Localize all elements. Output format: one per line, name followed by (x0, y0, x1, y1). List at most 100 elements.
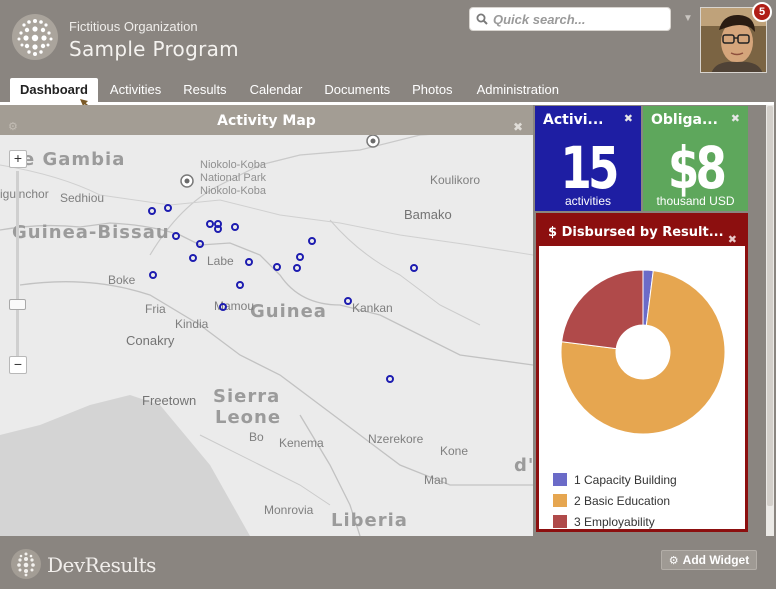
legend-item[interactable]: 1 Capacity Building (553, 469, 677, 490)
kpi-value: 15 (560, 134, 619, 202)
activity-marker[interactable] (386, 375, 394, 383)
donut-slice-3[interactable] (561, 269, 644, 350)
map-label-leone: Leone (215, 407, 282, 428)
map-label-man: Man (424, 473, 448, 487)
map-label-guinea-bissau: Guinea-Bissau (12, 222, 170, 243)
donut-slice-2[interactable] (560, 270, 726, 435)
legend-item[interactable]: 2 Basic Education (553, 490, 677, 511)
program-name[interactable]: Sample Program (69, 37, 239, 61)
zoom-slider-handle[interactable] (9, 299, 26, 310)
activity-marker[interactable] (196, 240, 204, 248)
tab-calendar[interactable]: Calendar (249, 82, 303, 97)
legend-item[interactable]: 3 Employability (553, 511, 677, 532)
donut-chart[interactable] (539, 252, 745, 472)
map-label-koulikoro: Koulikoro (430, 173, 481, 187)
activity-marker[interactable] (296, 253, 304, 261)
add-widget-label: Add Widget (682, 553, 750, 567)
activity-marker[interactable] (344, 297, 352, 305)
kpi-unit: thousand USD (656, 194, 735, 208)
quick-search-box[interactable] (469, 7, 671, 31)
map-label-kankan: Kankan (352, 301, 393, 315)
activity-marker[interactable] (148, 207, 156, 215)
gear-icon: ⚙ (668, 554, 679, 567)
map-label-bamako: Bamako (404, 207, 452, 222)
tab-photos[interactable]: Photos (412, 82, 453, 97)
legend-label: 2 Basic Education (574, 493, 671, 508)
legend-swatch (553, 515, 567, 528)
map-canvas[interactable] (0, 105, 533, 536)
tab-administration[interactable]: Administration (476, 82, 559, 97)
org-logo[interactable] (11, 13, 59, 61)
map-label-ziguinchor: iguinchor (0, 187, 49, 201)
map-label-kenema: Kenema (279, 436, 324, 450)
tab-activities[interactable]: Activities (109, 82, 162, 97)
map-label-sierra: Sierra (213, 386, 281, 407)
pie-widget-title: $ Disbursed by Result... (548, 225, 724, 240)
zoom-out-button[interactable]: − (9, 356, 27, 374)
devresults-logo-icon (11, 549, 41, 579)
activity-marker[interactable] (214, 225, 222, 233)
zoom-rail[interactable] (16, 171, 19, 365)
activity-marker[interactable] (206, 220, 214, 228)
obligations-kpi-widget[interactable]: Obliga... ✖ $8 thousand USD (643, 106, 748, 211)
close-icon[interactable]: ✖ (730, 113, 740, 125)
activity-marker[interactable] (245, 258, 253, 266)
activity-marker[interactable] (219, 303, 227, 311)
map-label-park-line3: Niokolo-Koba (200, 185, 267, 197)
user-menu-caret-icon[interactable]: ▼ (683, 13, 693, 24)
footer-brand: DevResults (47, 553, 156, 577)
activity-map-title: Activity Map (217, 113, 316, 129)
activity-marker[interactable] (172, 232, 180, 240)
activities-kpi-widget[interactable]: Activi... ✖ 15 activities (535, 106, 641, 211)
search-icon (476, 13, 488, 25)
map-label-park-line1: Niokolo-Koba (200, 159, 267, 171)
activity-marker[interactable] (273, 263, 281, 271)
activity-map-header[interactable]: ⚙ Activity Map ✖ (0, 105, 533, 135)
map-label-guinea: Guinea (250, 301, 327, 322)
map-label-boke: Boke (108, 273, 136, 287)
activity-marker[interactable] (149, 271, 157, 279)
kpi-title: Activi... (543, 112, 604, 128)
legend-swatch (553, 494, 567, 507)
close-icon[interactable]: ✖ (623, 113, 633, 125)
chart-legend: 1 Capacity Building 2 Basic Education 3 Em… (553, 469, 677, 532)
tab-documents[interactable]: Documents (324, 82, 391, 97)
map-label-kindia: Kindia (175, 317, 209, 331)
legend-label: 1 Capacity Building (574, 472, 677, 487)
map-label-mali-edge: d'I (514, 455, 533, 476)
activity-marker[interactable] (293, 264, 301, 272)
tab-results[interactable]: Results (183, 82, 227, 97)
scrollbar-thumb[interactable] (767, 106, 773, 506)
add-widget-button[interactable]: ⚙ Add Widget (661, 550, 757, 570)
map-label-kone: Kone (440, 444, 469, 458)
activity-marker[interactable] (236, 281, 244, 289)
notification-badge[interactable]: 5 (752, 2, 772, 22)
gear-icon[interactable]: ⚙ (8, 120, 18, 133)
map-label-sedhiou: Sedhiou (60, 191, 105, 205)
zoom-in-button[interactable]: + (9, 150, 27, 168)
activity-marker[interactable] (164, 204, 172, 212)
footer: DevResults ⚙ Add Widget (0, 536, 776, 589)
activity-marker[interactable] (410, 264, 418, 272)
user-avatar[interactable] (700, 7, 767, 73)
activity-marker[interactable] (231, 223, 239, 231)
close-icon[interactable]: ✖ (512, 120, 523, 134)
activity-marker[interactable] (308, 237, 316, 245)
quick-search-input[interactable] (493, 11, 663, 27)
kpi-title: Obliga... (651, 112, 718, 128)
pie-widget-header[interactable]: $ Disbursed by Result... ✖ (539, 216, 745, 246)
map-label-freetown: Freetown (142, 393, 197, 408)
activity-map-widget: ⚙ Activity Map ✖ e Gambia Guinea-Bissau … (0, 105, 533, 536)
page-scrollbar[interactable] (766, 105, 774, 536)
legend-swatch (553, 473, 567, 486)
map-label-labe: Labe (207, 254, 234, 268)
map-label-liberia: Liberia (331, 510, 408, 531)
legend-label: 3 Employability (574, 514, 655, 529)
map-label-gambia: e Gambia (22, 149, 126, 170)
activity-marker[interactable] (189, 254, 197, 262)
map-label-fria: Fria (145, 302, 166, 316)
tab-dashboard[interactable]: Dashboard (10, 78, 98, 102)
map-label-monrovia: Monrovia (264, 503, 314, 517)
close-icon[interactable]: ✖ (727, 233, 737, 246)
